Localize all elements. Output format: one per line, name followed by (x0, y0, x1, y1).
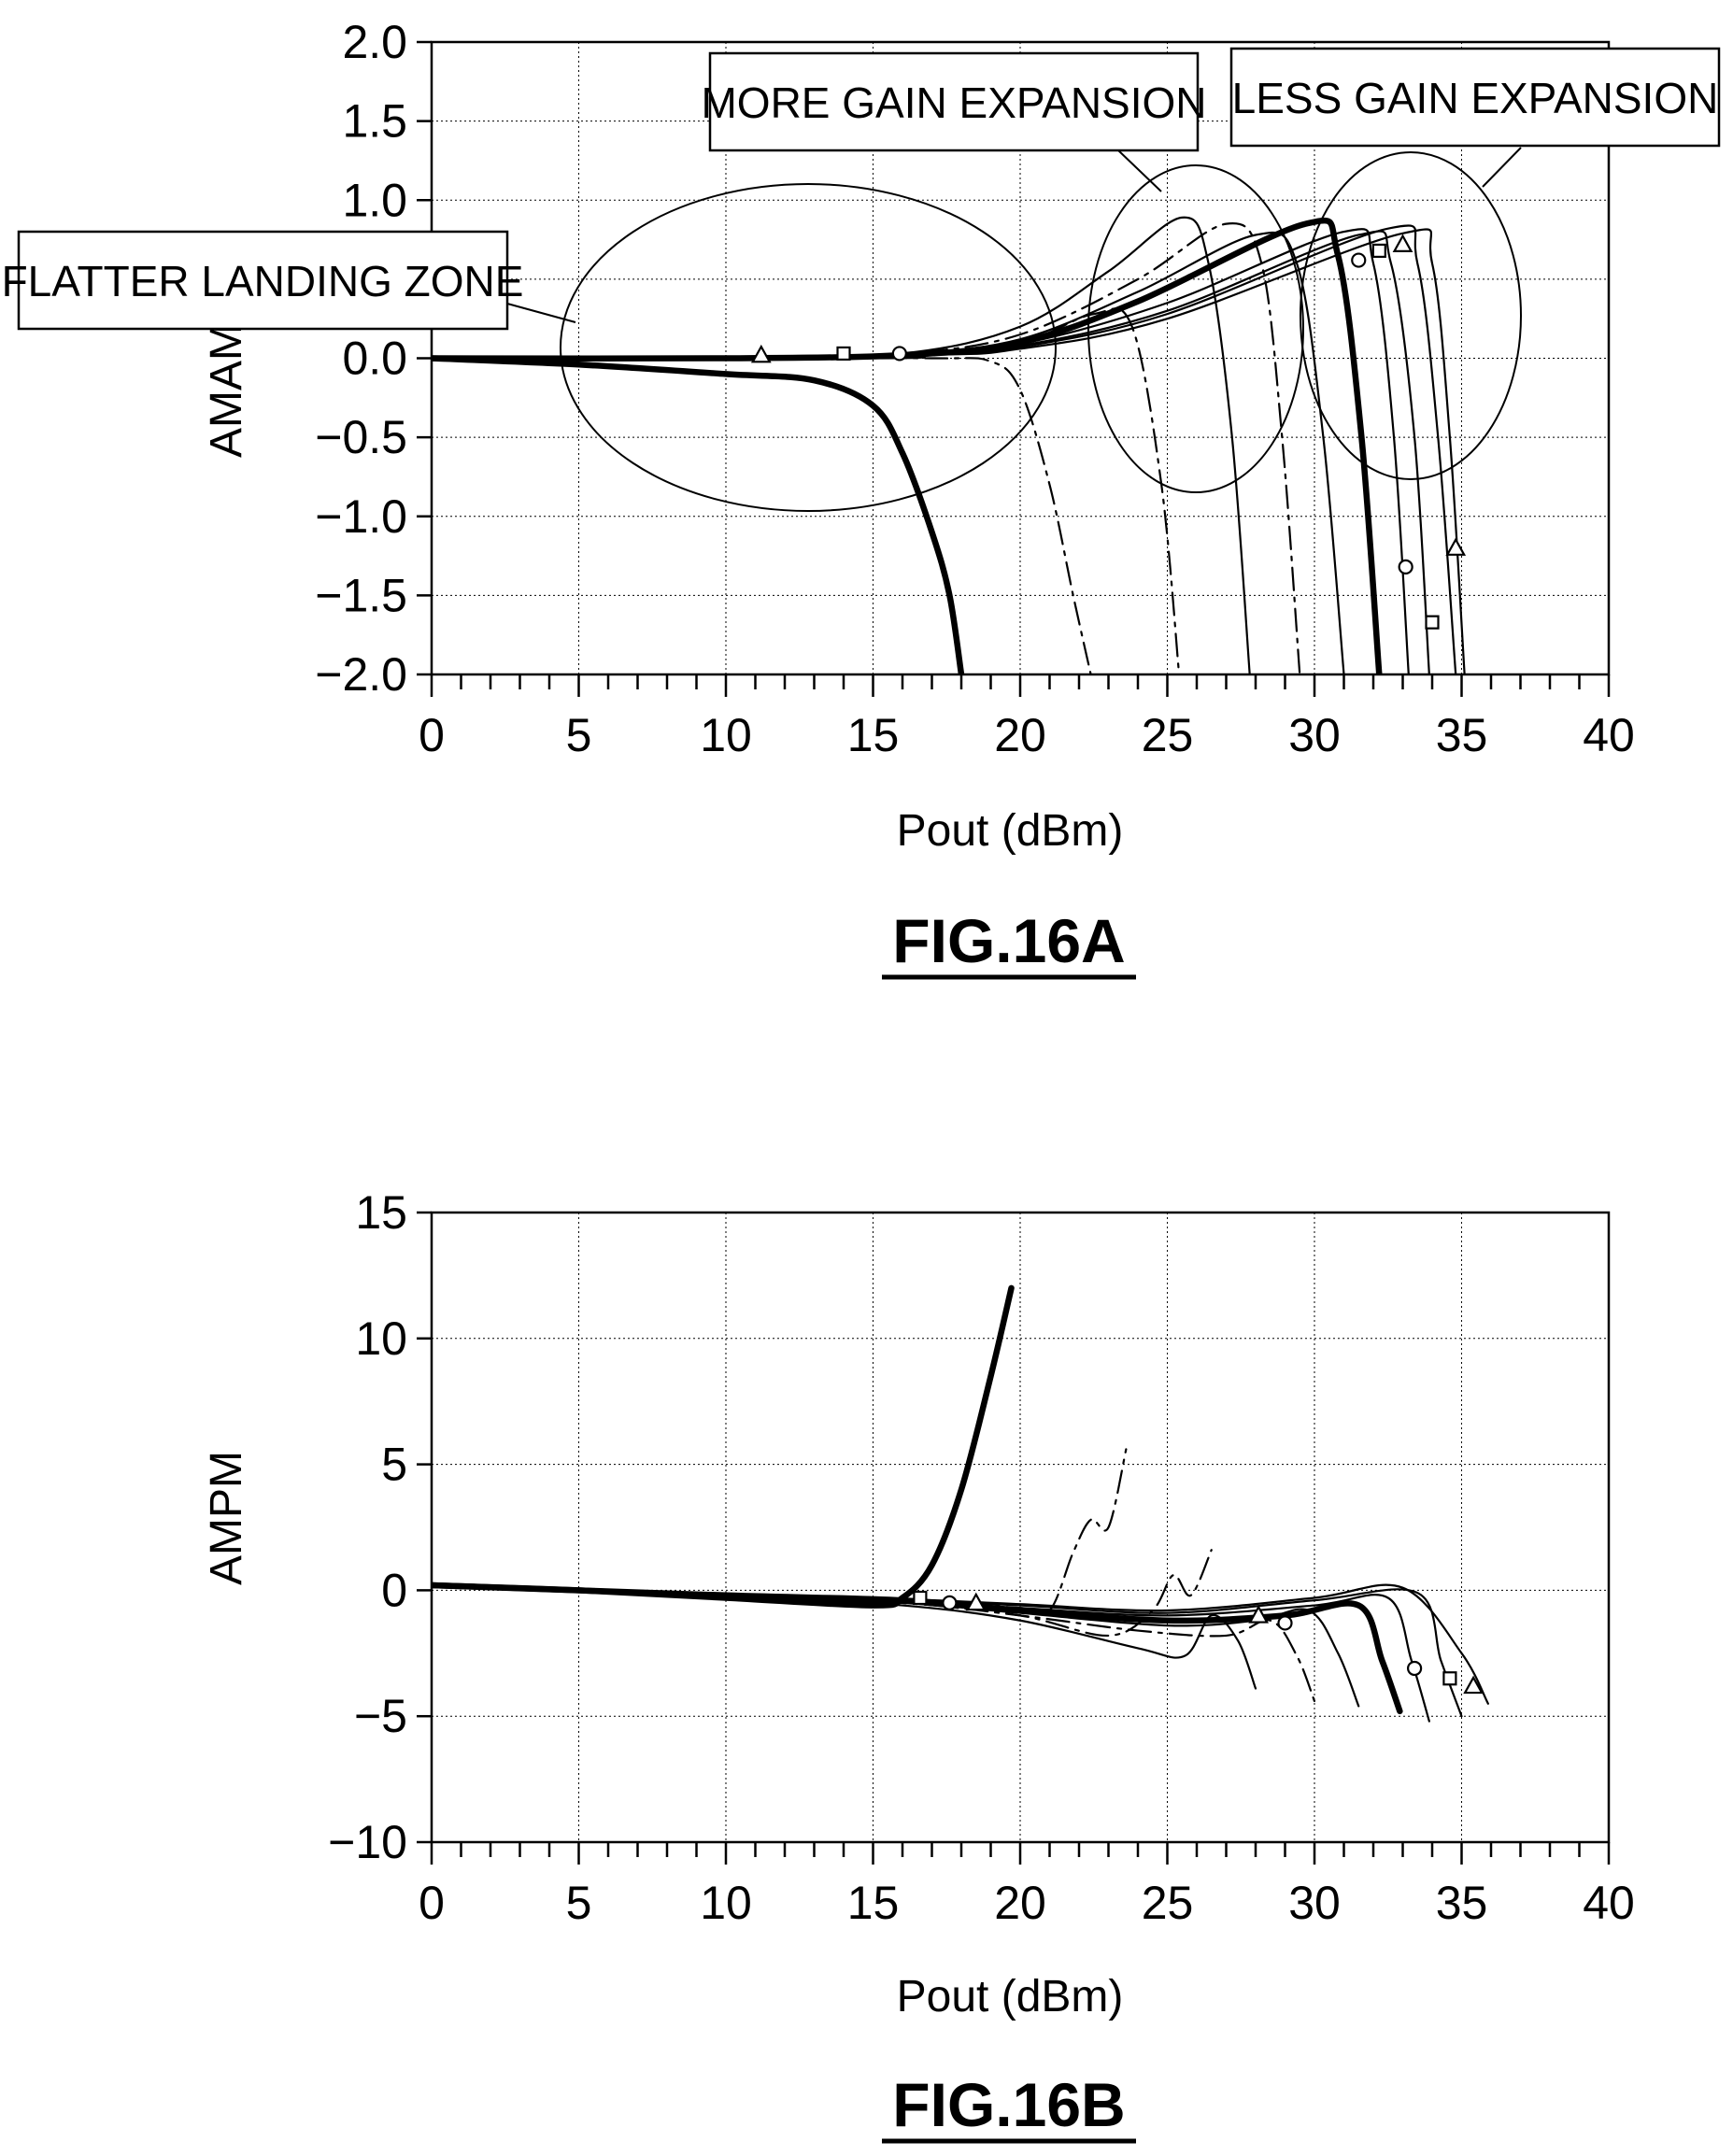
amam-ytick-label: −1.5 (315, 569, 407, 621)
amam-ytick-label: 2.0 (342, 16, 407, 68)
amam-xtick-label: 10 (700, 709, 752, 761)
ampm-series-line-4 (432, 1583, 1316, 1703)
more-gain-expansion-ellipse (1087, 164, 1304, 493)
ampm-marker-triangle (965, 1592, 987, 1611)
ampm-xtick-label: 5 (566, 1877, 592, 1929)
ampm-marker-triangle (1463, 1675, 1484, 1695)
amam-ytick-label: 0.0 (342, 333, 407, 385)
ampm-ytick-label: −10 (328, 1816, 407, 1868)
less-gain-expansion-ellipse (1300, 151, 1522, 480)
amam-series-line-6 (432, 217, 1383, 674)
amam-marker-triangle (750, 344, 772, 363)
svg-text:MORE GAIN EXPANSION: MORE GAIN EXPANSION (701, 78, 1206, 127)
amam-tick-labels: 05101520253035402.01.51.00.50.0−0.5−1.0−… (315, 16, 1635, 761)
ampm-marker-circle (1406, 1660, 1423, 1677)
ampm-xtick-label: 30 (1288, 1877, 1341, 1929)
svg-text:LESS GAIN EXPANSION: LESS GAIN EXPANSION (1232, 74, 1719, 122)
ampm-figure-label: FIG.16B (892, 2070, 1125, 2139)
ampm-series-line-0 (432, 1284, 1015, 1609)
ampm-xtick-label: 25 (1142, 1877, 1194, 1929)
amam-ytick-label: −1.0 (315, 490, 407, 543)
ampm-xtick-label: 10 (700, 1877, 752, 1929)
ampm-grid (417, 1211, 1611, 1865)
amam-ylabel: AMAM (202, 323, 251, 458)
amam-xtick-label: 25 (1142, 709, 1194, 761)
ampm-ytick-label: 10 (355, 1312, 407, 1365)
amam-figure-label: FIG.16A (892, 906, 1125, 975)
ampm-ylabel: AMPM (202, 1451, 251, 1585)
flatter-leader-line (506, 303, 576, 323)
ampm-marker-square (1442, 1671, 1457, 1686)
amam-series-line-10 (432, 228, 1466, 674)
amam-marker-square (1371, 243, 1386, 259)
amam-xtick-label: 15 (847, 709, 900, 761)
ampm-xtick-label: 40 (1583, 1877, 1635, 1929)
ampm-marker-circle (1277, 1615, 1293, 1631)
amam-marker-triangle (1445, 537, 1467, 556)
flatter-landing-zone-ellipse (560, 183, 1057, 512)
less-gain-expansion-callout: LESS GAIN EXPANSION (1229, 47, 1721, 148)
ampm-marker-triangle (1248, 1605, 1270, 1624)
amam-series-line-9 (432, 224, 1457, 674)
amam-series-line-4 (432, 221, 1301, 674)
more-gain-leader-line (1116, 149, 1162, 192)
amam-xtick-label: 40 (1583, 709, 1635, 761)
ampm-ytick-label: −5 (354, 1690, 407, 1742)
amam-marker-circle (1398, 559, 1413, 575)
ampm-series-line-2 (432, 1549, 1213, 1638)
amam-series-group (432, 216, 1466, 674)
ampm-ytick-label: 5 (381, 1439, 407, 1491)
ampm-ytick-label: 15 (355, 1186, 407, 1239)
ampm-xlabel: Pout (dBm) (897, 1972, 1124, 2021)
ampm-xtick-label: 20 (994, 1877, 1046, 1929)
svg-text:FLATTER LANDING ZONE: FLATTER LANDING ZONE (2, 257, 524, 305)
amam-xtick-label: 0 (419, 709, 445, 761)
amam-ytick-label: 1.0 (342, 174, 407, 226)
amam-ytick-label: −2.0 (315, 648, 407, 701)
amam-ytick-label: 1.5 (342, 95, 407, 148)
amam-series-line-7 (432, 228, 1410, 674)
ampm-xtick-label: 0 (419, 1877, 445, 1929)
amam-marker-square (836, 346, 851, 362)
less-gain-leader-line (1482, 147, 1522, 188)
flatter-landing-zone-callout: FLATTER LANDING ZONE (2, 230, 524, 331)
amam-xtick-label: 30 (1288, 709, 1341, 761)
amam-ytick-label: −0.5 (315, 411, 407, 463)
ampm-series-line-5 (432, 1583, 1360, 1708)
amam-marker-circle (1351, 252, 1367, 268)
amam-xtick-label: 20 (994, 709, 1046, 761)
ampm-series-line-9 (432, 1583, 1489, 1705)
ampm-xtick-label: 15 (847, 1877, 900, 1929)
amam-series-line-0 (432, 355, 965, 674)
amam-grid (417, 40, 1611, 697)
amam-marker-triangle (1392, 234, 1413, 252)
amam-markers-group (750, 234, 1467, 630)
amam-marker-circle (891, 346, 907, 362)
ampm-marker-circle (942, 1595, 958, 1610)
ampm-series-group (432, 1284, 1489, 1723)
amam-marker-square (1425, 615, 1440, 630)
ampm-marker-square (913, 1590, 928, 1606)
amam-xtick-label: 5 (566, 709, 592, 761)
ampm-ytick-label: 0 (381, 1564, 407, 1616)
amam-chart: 05101520253035402.01.51.00.50.0−0.5−1.0−… (2, 16, 1721, 980)
more-gain-expansion-callout: MORE GAIN EXPANSION (701, 51, 1207, 152)
amam-xtick-label: 35 (1436, 709, 1488, 761)
ampm-tick-labels: 0 5 10 15 20 25 30 35 40 15 10 5 0 −5 −10 (328, 1186, 1635, 1929)
amam-xlabel: Pout (dBm) (897, 806, 1124, 856)
ampm-chart: 0 5 10 15 20 25 30 35 40 15 10 5 0 −5 −10 AMPM Pout (d… (202, 1186, 1635, 2144)
ampm-markers-group (913, 1590, 1484, 1695)
ampm-xtick-label: 35 (1436, 1877, 1488, 1929)
amam-series-line-8 (432, 230, 1430, 674)
